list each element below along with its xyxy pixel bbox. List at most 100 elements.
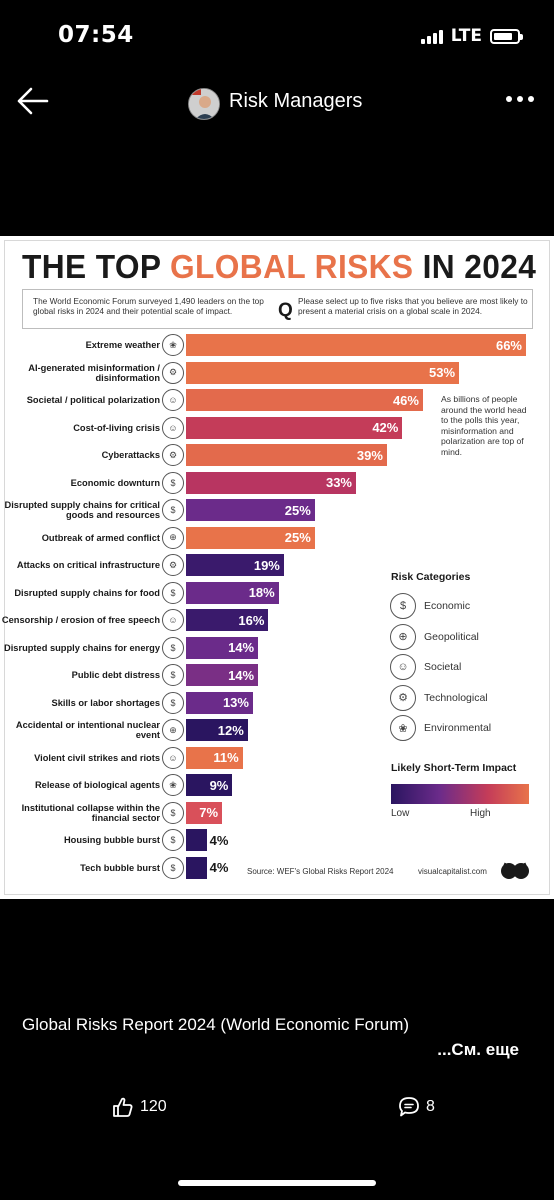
societal-icon: ☺ xyxy=(162,746,184,769)
economic-icon: $ xyxy=(162,636,184,659)
risk-label: Economic downturn xyxy=(70,477,160,488)
survey-info-box: The World Economic Forum surveyed 1,490 … xyxy=(22,289,533,329)
chart-row: Extreme weather ❀ 66% xyxy=(0,334,554,356)
chart-row: Outbreak of armed conflict ⊕ 25% xyxy=(0,526,554,549)
legend-label: Societal xyxy=(424,661,462,673)
group-title[interactable]: Risk Managers xyxy=(229,90,363,112)
status-bar: 07:54 LTE xyxy=(0,0,554,70)
environmental-icon: ❀ xyxy=(390,715,416,741)
bar-value-label: 7% xyxy=(199,805,219,820)
risk-bar: 14% xyxy=(186,664,259,686)
battery-icon xyxy=(490,28,523,44)
nav-bar: Risk Managers xyxy=(0,72,554,132)
comment-button[interactable]: 8 xyxy=(398,1096,435,1118)
geopolitical-icon: ⊕ xyxy=(162,526,184,549)
home-indicator[interactable] xyxy=(178,1180,376,1186)
economic-icon: $ xyxy=(162,801,184,824)
risk-bar: 9% xyxy=(186,774,233,796)
risk-bar: 39% xyxy=(186,444,387,466)
bar-value-label: 19% xyxy=(253,557,280,573)
risk-label: Outbreak of armed conflict xyxy=(41,532,160,543)
comment-count: 8 xyxy=(426,1098,435,1115)
risk-bar: 53% xyxy=(186,361,460,384)
chart-row: Skills or labor shortages $13% xyxy=(0,691,554,714)
comment-icon xyxy=(399,1097,419,1117)
infographic-title: THE TOP GLOBAL RISKS IN 2024 xyxy=(22,248,536,286)
risk-bar: 4% xyxy=(186,829,228,851)
group-avatar[interactable] xyxy=(188,88,220,120)
chart-row: Institutional collapse within the financ… xyxy=(0,801,554,824)
risk-bar: 16% xyxy=(186,609,269,631)
chart-row: Release of biological agents ❀ 9% xyxy=(0,774,554,796)
risk-label: Accidental or intentional nuclear event xyxy=(15,720,160,740)
chart-row: Tech bubble burst $4% xyxy=(0,856,554,879)
like-button[interactable]: 120 xyxy=(112,1096,167,1118)
visual-capitalist-logo-icon xyxy=(501,862,529,879)
bar-value-label: 13% xyxy=(222,695,249,710)
status-indicators: LTE xyxy=(420,26,523,46)
title-part-2: IN 2024 xyxy=(413,248,537,285)
chart-row: Violent civil strikes and riots ☺ 11% xyxy=(0,746,554,769)
chart-row: Disrupted supply chains for food $18% xyxy=(0,581,554,604)
legend-item: $ Economic xyxy=(390,593,470,619)
legend-title: Risk Categories xyxy=(391,571,471,583)
risk-label: Extreme weather xyxy=(85,340,160,350)
thumbs-up-icon xyxy=(113,1097,133,1117)
risk-bar: 25% xyxy=(186,499,315,521)
economic-icon: $ xyxy=(162,829,184,851)
brand-url: visualcapitalist.com xyxy=(418,867,487,876)
bar-value-label: 12% xyxy=(217,722,244,738)
legend-item: ☺ Societal xyxy=(390,654,461,680)
bar-value-label: 4% xyxy=(209,832,229,848)
risk-label: AI-generated misinformation / disinforma… xyxy=(28,362,160,383)
societal-icon: ☺ xyxy=(162,389,184,411)
bar-value-label: 53% xyxy=(428,365,456,380)
infographic-frame xyxy=(4,240,550,895)
see-more-link[interactable]: ...См. еще xyxy=(437,1040,519,1059)
impact-low-label: Low xyxy=(391,808,410,819)
signal-icon xyxy=(420,28,443,44)
bar-value-label: 42% xyxy=(372,420,399,435)
technological-icon: ⚙ xyxy=(162,444,184,466)
risk-bar: 66% xyxy=(186,334,526,356)
chart-row: Accidental or intentional nuclear event ⊕… xyxy=(0,719,554,741)
risk-label: Cyberattacks xyxy=(101,450,160,460)
like-count: 120 xyxy=(140,1098,167,1115)
economic-icon: $ xyxy=(162,691,184,714)
risk-label: Disrupted supply chains for food xyxy=(14,587,160,598)
bar-value-label: 39% xyxy=(356,447,383,463)
chart-row: AI-generated misinformation / disinforma… xyxy=(0,361,554,384)
post-image[interactable]: THE TOP GLOBAL RISKS IN 2024 The World E… xyxy=(0,236,554,899)
avatar-image-icon xyxy=(189,89,219,119)
bar-value-label: 25% xyxy=(284,502,311,518)
chart-row: Housing bubble burst $4% xyxy=(0,829,554,851)
more-options-icon[interactable] xyxy=(506,96,534,102)
risk-bar: 11% xyxy=(186,746,243,769)
chart-row: Economic downturn $33% xyxy=(0,471,554,494)
economic-icon: $ xyxy=(162,856,184,879)
title-accent: GLOBAL RISKS xyxy=(170,248,414,285)
technological-icon: ⚙ xyxy=(390,684,416,711)
risk-label: Housing bubble burst xyxy=(63,835,160,845)
question-mark-label: Q xyxy=(278,300,293,321)
risk-bar: 14% xyxy=(186,636,259,659)
risk-bar: 4% xyxy=(186,856,228,879)
legend-label: Technological xyxy=(424,691,488,704)
chart-row: Censorship / erosion of free speech ☺ 16% xyxy=(0,609,554,631)
risk-bar: 19% xyxy=(186,554,284,576)
legend-item: ⊕ Geopolitical xyxy=(390,623,479,650)
societal-icon: ☺ xyxy=(390,654,416,680)
environmental-icon: ❀ xyxy=(162,774,184,796)
risk-label: Disrupted supply chains for critical goo… xyxy=(4,500,160,520)
risk-label: Censorship / erosion of free speech xyxy=(1,615,160,625)
geopolitical-icon: ⊕ xyxy=(162,719,184,741)
chart-row: Cost-of-living crisis ☺ 42% xyxy=(0,416,554,439)
bar-value-label: 4% xyxy=(209,860,229,875)
legend-item: ⚙ Technological xyxy=(390,684,488,711)
chart-row: Attacks on critical infrastructure ⚙ 19% xyxy=(0,554,554,576)
geopolitical-icon: ⊕ xyxy=(390,623,416,650)
risk-label: Violent civil strikes and riots xyxy=(34,752,160,763)
environmental-icon: ❀ xyxy=(162,334,184,356)
risk-label: Societal / political polarization xyxy=(26,395,160,405)
back-arrow-icon[interactable] xyxy=(16,86,50,116)
